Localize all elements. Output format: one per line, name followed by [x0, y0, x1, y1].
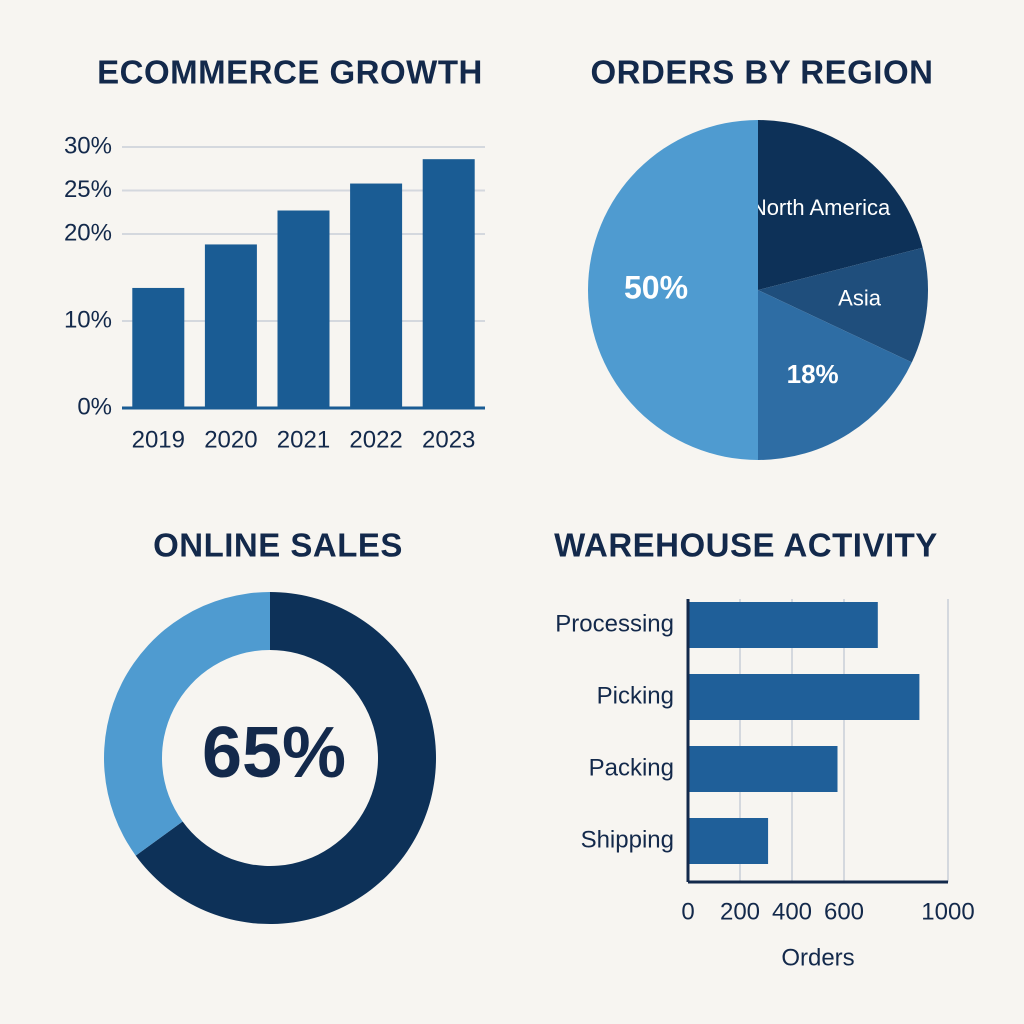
donut-segment — [135, 592, 437, 924]
bar — [688, 746, 838, 792]
slice-value-label: 18% — [787, 359, 839, 389]
pie-slice — [758, 247, 928, 363]
slice-value-label: 50% — [624, 269, 688, 305]
y-tick-label: Picking — [597, 682, 674, 709]
bar — [277, 210, 330, 408]
x-tick-label: 2020 — [204, 426, 257, 453]
x-axis-label: Orders — [781, 944, 854, 971]
slice-label: Asia — [838, 285, 882, 310]
x-tick-label: 200 — [720, 898, 760, 925]
bar — [422, 159, 475, 408]
pie-slice — [758, 120, 923, 290]
bar — [132, 287, 185, 408]
y-tick-label: Processing — [555, 610, 674, 637]
slice-label: North America — [751, 195, 891, 220]
x-tick-label: 2023 — [422, 426, 475, 453]
chart-title: WAREHOUSE ACTIVITY — [554, 527, 938, 564]
y-tick-label: 0% — [77, 393, 112, 420]
pie-slice — [758, 290, 912, 460]
y-tick-label: Packing — [589, 754, 674, 781]
y-tick-label: Shipping — [581, 826, 674, 853]
center-label: 65% — [202, 713, 346, 793]
x-tick-label: 2022 — [349, 426, 402, 453]
x-tick-label: 0 — [681, 898, 694, 925]
bar — [204, 244, 257, 408]
x-tick-label: 1000 — [921, 898, 974, 925]
y-tick-label: 30% — [64, 132, 112, 159]
chart-title: ECOMMERCE GROWTH — [97, 54, 483, 91]
bar — [350, 183, 403, 408]
bar — [688, 818, 769, 864]
x-tick-label: 2021 — [277, 426, 330, 453]
chart-title: ONLINE SALES — [153, 527, 403, 564]
x-tick-label: 400 — [772, 898, 812, 925]
y-tick-label: 10% — [64, 306, 112, 333]
chart-title: ORDERS BY REGION — [591, 54, 934, 91]
y-tick-label: 25% — [64, 176, 112, 203]
bar — [688, 674, 920, 720]
donut-segment — [104, 592, 270, 856]
x-tick-label: 600 — [824, 898, 864, 925]
bar — [688, 602, 878, 648]
x-tick-label: 2019 — [132, 426, 185, 453]
pie-slice — [588, 120, 758, 460]
y-tick-label: 20% — [64, 219, 112, 246]
